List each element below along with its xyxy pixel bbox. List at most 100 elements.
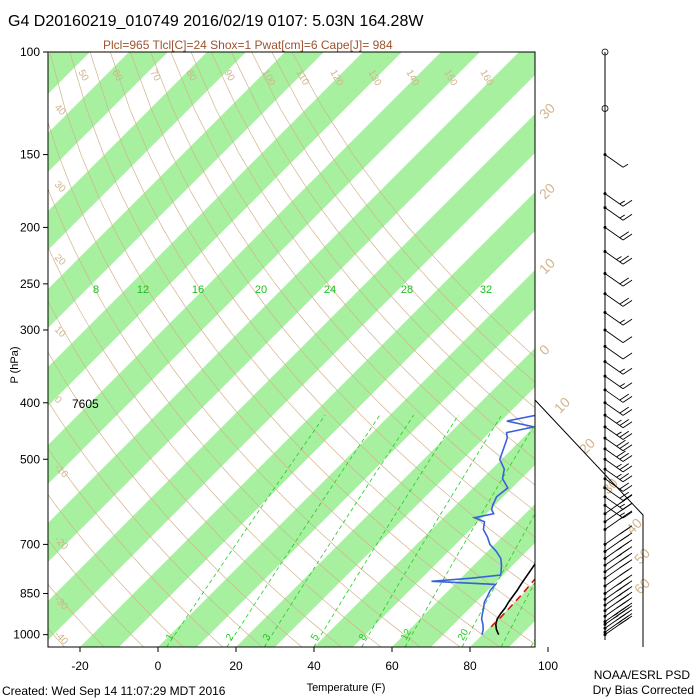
height-annotation: 7605 <box>72 397 99 411</box>
dry-adiabat-line <box>291 52 535 358</box>
dry-adiabat-line <box>48 300 342 647</box>
isotherm-band <box>48 52 402 406</box>
isotherm-label: 32 <box>480 284 492 296</box>
wind-barb-half-flag <box>616 587 622 592</box>
dry-adiabat-line <box>251 52 535 409</box>
dry-adiabat-label: 50 <box>75 68 90 84</box>
dewpoint-line <box>431 414 535 635</box>
wind-barb-flag <box>622 455 633 462</box>
temperature-tick-label: -20 <box>71 659 89 673</box>
dry-adiabat-label: 60 <box>109 68 124 84</box>
isotherm-band <box>48 52 324 328</box>
isotherm-label: 28 <box>401 284 413 296</box>
temperature-tick-label: 20 <box>229 659 243 673</box>
mixing-ratio-line <box>500 581 535 647</box>
wind-barb-half-flag <box>616 582 622 586</box>
mixing-ratio-label: 3 <box>261 632 274 643</box>
dry-adiabat-label: 80 <box>183 68 198 84</box>
wind-barb-flag <box>616 613 626 621</box>
isotherm-label: 20 <box>255 284 267 296</box>
pressure-tick-label: 200 <box>20 220 40 234</box>
isotherm-labels: 8 12 16 20 24 28 32 <box>93 284 492 296</box>
temperature-tick-label: 80 <box>463 659 477 673</box>
wind-barb-flag <box>622 444 633 452</box>
wind-barb-flag <box>622 352 633 360</box>
dry-adiabat-line <box>271 52 535 383</box>
wind-barb-flag <box>619 491 629 499</box>
pressure-axis: 100 150 200 250 300 400 500 700 850 1000 <box>13 45 48 642</box>
wind-barb-half-flag <box>619 368 625 373</box>
wind-barb-flag <box>622 257 633 265</box>
temperature-axis: -20 0 20 40 60 80 100 <box>71 647 558 673</box>
wind-barb-flag <box>619 406 629 414</box>
wind-barb-flag <box>622 396 633 403</box>
wind-barb-flag <box>622 279 633 287</box>
wind-barb-flag <box>619 482 629 490</box>
isotherm-label: 16 <box>192 284 204 296</box>
wind-barb-flag <box>622 213 633 221</box>
pressure-tick-label: 700 <box>20 537 40 551</box>
wind-barb-half-flag <box>619 214 625 219</box>
isotherm-band <box>48 52 246 250</box>
dry-adiabat-lines <box>48 52 535 647</box>
wind-barb-half-flag <box>619 319 625 324</box>
wind-barb-half-flag <box>619 499 625 504</box>
wind-barb-flag <box>622 300 633 307</box>
isotherm-band <box>392 504 535 647</box>
wind-barb-flag <box>619 255 629 263</box>
org-label: NOAA/ESRL PSD <box>594 668 691 682</box>
wind-barb-flag <box>622 484 633 492</box>
temperature-line <box>494 562 535 636</box>
temperature-tick-label: 100 <box>538 659 558 673</box>
wind-barb-flag <box>619 452 629 460</box>
wind-barb-flag <box>619 393 629 401</box>
wind-barb-half-flag <box>616 256 622 260</box>
wind-barb-flag <box>622 336 633 343</box>
wind-barb-flag <box>619 231 629 239</box>
isotherm-band <box>48 52 168 172</box>
wind-barb-half-flag <box>616 463 622 468</box>
dry-adiabat-line <box>49 52 500 647</box>
wind-barb-half-flag <box>622 163 629 168</box>
wind-barb-staff <box>604 329 624 343</box>
mixing-ratio-label: 1 <box>164 632 177 643</box>
wind-barb-flag <box>619 430 629 438</box>
wind-barb-flag <box>619 473 629 480</box>
wind-barb-flag <box>619 561 629 569</box>
mixing-ratio-label: 2 <box>224 632 237 643</box>
dry-adiabat-line <box>48 121 461 647</box>
wind-barb-flag <box>619 555 629 562</box>
pressure-tick-label: 100 <box>20 45 40 59</box>
wind-barb-half-flag <box>619 200 625 205</box>
wind-barb-half-flag <box>616 553 622 558</box>
y-axis-label: P (hPa) <box>9 346 21 383</box>
dry-adiabat-line <box>48 494 184 647</box>
wind-barb-flag <box>622 433 633 440</box>
wind-barb-panel <box>534 48 644 647</box>
wind-barb-flag <box>622 475 633 483</box>
mixing-ratio-line <box>404 423 535 647</box>
mixing-ratio-label: 5 <box>309 632 322 643</box>
wind-barb-flag <box>622 465 633 473</box>
temperature-tick-label: 60 <box>385 659 399 673</box>
wind-barb-flag <box>622 199 633 207</box>
wind-barb-flag <box>622 421 633 429</box>
isotherm-band <box>80 192 535 647</box>
isotherm-label: 12 <box>137 284 149 296</box>
mixing-ratio-labels: 1 2 3 5 8 12 20 <box>164 627 471 643</box>
mixing-ratio-line <box>166 414 326 647</box>
wind-barb-flag <box>622 318 633 326</box>
pressure-tick-label: 400 <box>20 396 40 410</box>
wind-barb-flag <box>619 463 629 470</box>
pressure-tick-label: 1000 <box>13 628 40 642</box>
pressure-tick-label: 300 <box>20 323 40 337</box>
mixing-ratio-label: 8 <box>357 632 370 643</box>
mixing-ratio-line <box>263 414 415 647</box>
isotherm-label: 8 <box>93 284 99 296</box>
wind-barb-flag <box>616 439 626 447</box>
pressure-tick-label: 500 <box>20 452 40 466</box>
dry-adiabat-label: 70 <box>147 68 162 84</box>
isotherm-band <box>236 348 535 647</box>
